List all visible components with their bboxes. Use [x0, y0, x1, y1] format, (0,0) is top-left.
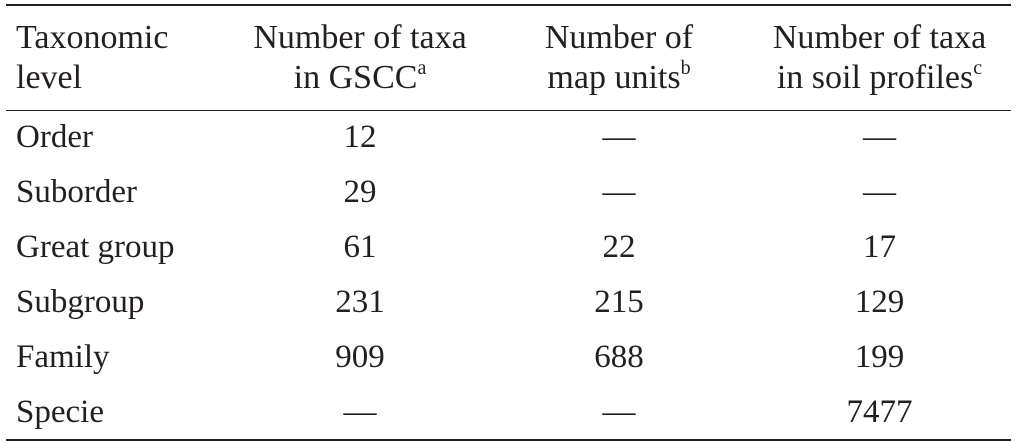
header-cell: Number of map unitsb — [490, 4, 748, 111]
footnote-mark: c — [973, 56, 983, 79]
header-line: Taxonomic — [16, 18, 169, 56]
cell-value: — — [602, 119, 636, 156]
table-row: Subgroup 231 215 129 — [6, 275, 1011, 330]
row-label: Suborder — [16, 174, 137, 210]
table-row: Family 909 688 199 — [6, 330, 1011, 385]
header-cell: Number of taxa in soil profilesc — [748, 4, 1011, 111]
cell-value: — — [602, 174, 636, 210]
cell-value: 231 — [335, 284, 385, 320]
cell-value: 22 — [602, 229, 636, 265]
cell-value: 129 — [854, 284, 905, 320]
header-cell: Number of taxa in GSCCa — [230, 4, 490, 111]
row-label: Specie — [16, 393, 104, 430]
cell-value: 909 — [335, 339, 385, 375]
cell-value: — — [343, 393, 377, 430]
cell-value: 29 — [343, 174, 377, 210]
header-line: Number of — [544, 18, 694, 56]
table-row: Specie — — 7477 — [6, 385, 1011, 440]
data-table: Taxonomic level Number of taxa in GSCCa Numb… — [6, 4, 1011, 441]
cell-value: 199 — [854, 339, 905, 375]
cell-value: — — [863, 174, 896, 210]
table-body: Order 12 — — Suborder 29 — — Great group 61 22 17 Su… — [6, 110, 1011, 440]
cell-value: 17 — [863, 229, 896, 265]
table-row: Great group 61 22 17 — [6, 220, 1011, 275]
row-label: Great group — [16, 229, 175, 265]
footnote-mark: b — [680, 56, 691, 79]
header-line: level — [16, 58, 83, 96]
footnote-mark: a — [417, 56, 427, 79]
header-line: in soil profilesc — [776, 56, 983, 96]
cell-value: 12 — [343, 119, 377, 156]
table-row: Order 12 — — — [6, 110, 1011, 165]
table-row: Suborder 29 — — — [6, 165, 1011, 220]
cell-value: — — [602, 393, 636, 430]
header-line: map unitsb — [547, 56, 691, 96]
cell-value: — — [863, 119, 896, 156]
cell-value: 688 — [594, 339, 644, 375]
row-label: Subgroup — [16, 284, 145, 320]
row-label: Family — [16, 339, 110, 375]
header-line: Number of taxa — [253, 18, 467, 56]
table-header: Taxonomic level Number of taxa in GSCCa Numb… — [6, 4, 1011, 111]
cell-value: 215 — [594, 284, 644, 320]
cell-value: 7477 — [846, 393, 913, 430]
cell-value: 61 — [343, 229, 377, 265]
header-cell: Taxonomic level — [6, 4, 230, 111]
header-row: Taxonomic level Number of taxa in GSCCa Numb… — [6, 4, 1011, 111]
header-line: in GSCCa — [293, 56, 427, 96]
header-line: Number of taxa — [772, 18, 987, 56]
row-label: Order — [16, 119, 93, 156]
